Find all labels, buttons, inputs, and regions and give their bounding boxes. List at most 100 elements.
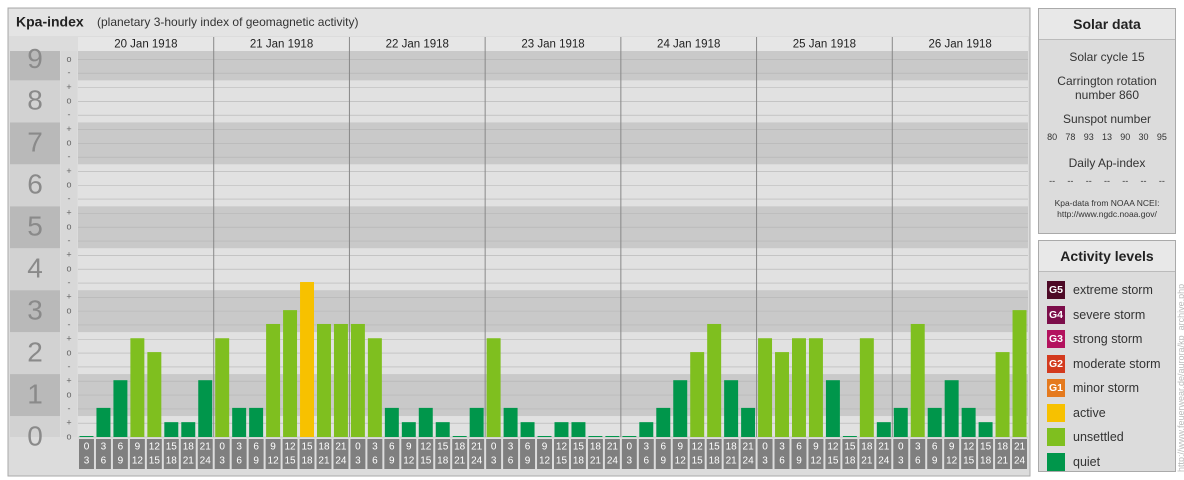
y-tick-label: 6 bbox=[27, 169, 43, 200]
sunspot-value: 95 bbox=[1156, 132, 1167, 142]
slot-start: 15 bbox=[437, 442, 449, 453]
slot-end: 6 bbox=[101, 456, 107, 467]
legend-badge: G1 bbox=[1047, 379, 1065, 398]
slot-start: 9 bbox=[135, 442, 141, 453]
slot-box bbox=[401, 439, 417, 469]
bar bbox=[435, 422, 450, 437]
slot-box bbox=[621, 439, 637, 469]
band bbox=[78, 51, 1028, 81]
slot-start: 9 bbox=[542, 442, 548, 453]
bar bbox=[571, 422, 586, 437]
y-tick-label: 3 bbox=[27, 295, 43, 326]
bar bbox=[825, 380, 840, 437]
slot-box bbox=[418, 439, 434, 469]
minor-tick-label: - bbox=[68, 319, 71, 329]
bar bbox=[520, 422, 535, 437]
slot-box bbox=[774, 439, 790, 469]
slot-box bbox=[452, 439, 468, 469]
slot-start: 18 bbox=[861, 442, 873, 453]
y-tick-box bbox=[10, 122, 60, 165]
carrington: Carrington rotation number 860 bbox=[1057, 74, 1157, 102]
legend-badge: G2 bbox=[1047, 354, 1065, 373]
slot-box bbox=[638, 439, 654, 469]
bar bbox=[401, 422, 416, 437]
slot-start: 15 bbox=[166, 442, 178, 453]
slot-start: 18 bbox=[454, 442, 466, 453]
slot-start: 18 bbox=[590, 442, 602, 453]
ap-value: -- bbox=[1122, 176, 1129, 186]
slot-box bbox=[672, 439, 688, 469]
slot-box bbox=[893, 439, 909, 469]
date-label: 25 Jan 1918 bbox=[793, 39, 856, 51]
slot-end: 18 bbox=[573, 456, 585, 467]
bar bbox=[944, 380, 959, 437]
slot-start: 21 bbox=[1014, 442, 1026, 453]
ap-value: -- bbox=[1067, 176, 1074, 186]
slot-start: 3 bbox=[508, 442, 514, 453]
y-tick-label: 1 bbox=[27, 378, 43, 409]
legend-item: G1 minor storm bbox=[1039, 376, 1175, 401]
slot-end: 9 bbox=[389, 456, 395, 467]
slot-end: 6 bbox=[779, 456, 785, 467]
slot-start: 21 bbox=[607, 442, 619, 453]
bar bbox=[792, 338, 806, 437]
slot-box bbox=[825, 439, 841, 469]
slot-end: 12 bbox=[403, 456, 415, 467]
slot-start: 0 bbox=[84, 442, 90, 453]
slot-start: 21 bbox=[471, 442, 483, 453]
slot-end: 9 bbox=[932, 456, 938, 467]
legend-badge: G3 bbox=[1047, 330, 1065, 349]
bar bbox=[147, 352, 162, 437]
slot-start: 12 bbox=[284, 442, 296, 453]
legend-badge bbox=[1047, 452, 1065, 471]
slot-end: 15 bbox=[420, 456, 432, 467]
slot-box bbox=[503, 439, 519, 469]
bar bbox=[622, 436, 637, 437]
slot-start: 3 bbox=[915, 442, 921, 453]
y-tick-box bbox=[10, 332, 60, 375]
slot-box bbox=[842, 439, 858, 469]
slot-end: 12 bbox=[539, 456, 551, 467]
legend-label: unsettled bbox=[1073, 430, 1124, 445]
legend-item: unsettled bbox=[1039, 425, 1175, 450]
minor-tick-label: - bbox=[68, 235, 71, 245]
minor-tick-label: - bbox=[68, 110, 71, 120]
slot-start: 12 bbox=[556, 442, 568, 453]
bar bbox=[79, 436, 94, 437]
slot-start: 0 bbox=[762, 442, 768, 453]
slot-start: 15 bbox=[573, 442, 585, 453]
slot-box bbox=[384, 439, 400, 469]
legend-item: G5 extreme storm bbox=[1039, 278, 1175, 303]
bar bbox=[961, 407, 976, 437]
bar bbox=[1012, 310, 1027, 437]
legend-badge bbox=[1047, 403, 1065, 422]
slot-box bbox=[129, 439, 145, 469]
slot-end: 12 bbox=[810, 456, 822, 467]
activity-panel: Activity levels G5 extreme storm G4 severe … bbox=[1038, 240, 1176, 472]
slot-end: 15 bbox=[149, 456, 161, 467]
slot-start: 15 bbox=[709, 442, 721, 453]
ap-value: -- bbox=[1085, 176, 1092, 186]
y-tick-box bbox=[10, 416, 60, 437]
slot-end: 6 bbox=[372, 456, 378, 467]
slot-box bbox=[723, 439, 739, 469]
slot-box bbox=[944, 439, 960, 469]
bar bbox=[995, 352, 1010, 437]
slot-end: 24 bbox=[1014, 456, 1026, 467]
y-tick-box bbox=[10, 164, 60, 207]
y-tick-label: 5 bbox=[27, 211, 43, 242]
y-tick-label: 4 bbox=[27, 253, 43, 284]
minor-tick-label: + bbox=[66, 418, 71, 428]
minor-tick-label: o bbox=[66, 96, 71, 106]
slot-box bbox=[316, 439, 332, 469]
slot-end: 21 bbox=[861, 456, 873, 467]
bar bbox=[469, 407, 484, 437]
y-tick-label: 9 bbox=[27, 43, 43, 74]
solar-title: Solar data bbox=[1039, 9, 1175, 40]
slot-box bbox=[163, 439, 179, 469]
date-label: 20 Jan 1918 bbox=[114, 39, 177, 51]
slot-start: 21 bbox=[743, 442, 755, 453]
slot-box bbox=[740, 439, 756, 469]
legend-label: moderate storm bbox=[1073, 356, 1161, 371]
slot-box bbox=[757, 439, 773, 469]
